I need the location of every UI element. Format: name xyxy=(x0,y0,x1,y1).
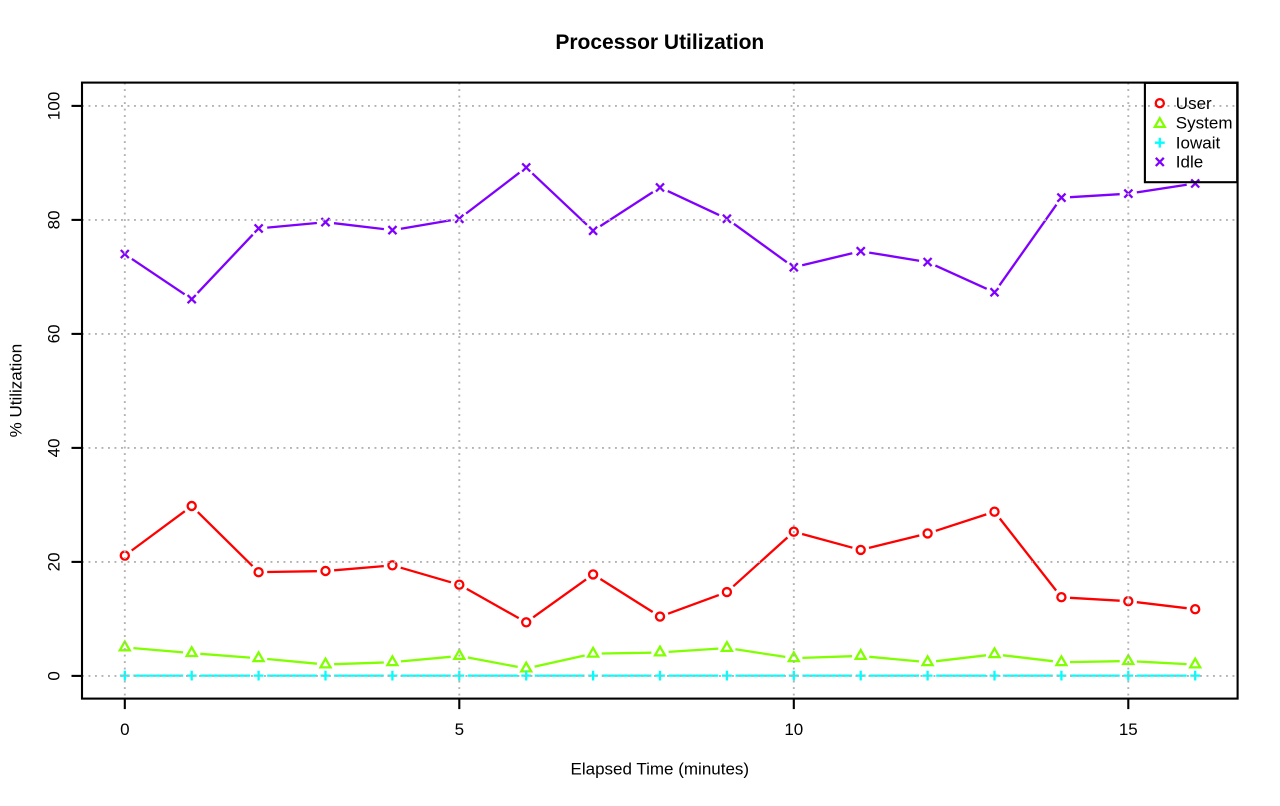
svg-text:5: 5 xyxy=(455,720,464,739)
svg-text:10: 10 xyxy=(784,720,803,739)
svg-text:% Utilization: % Utilization xyxy=(7,344,26,438)
svg-text:60: 60 xyxy=(45,324,64,343)
svg-text:Idle: Idle xyxy=(1176,153,1203,172)
svg-text:Iowait: Iowait xyxy=(1176,134,1221,153)
svg-text:System: System xyxy=(1176,113,1233,132)
svg-text:0: 0 xyxy=(45,671,64,680)
svg-text:Elapsed Time (minutes): Elapsed Time (minutes) xyxy=(571,759,750,778)
svg-text:15: 15 xyxy=(1119,720,1138,739)
svg-text:0: 0 xyxy=(120,720,129,739)
svg-text:User: User xyxy=(1176,94,1212,113)
svg-text:40: 40 xyxy=(45,438,64,457)
svg-text:100: 100 xyxy=(45,92,64,120)
svg-text:Processor Utilization: Processor Utilization xyxy=(555,31,764,54)
svg-text:20: 20 xyxy=(45,552,64,571)
svg-text:80: 80 xyxy=(45,210,64,229)
